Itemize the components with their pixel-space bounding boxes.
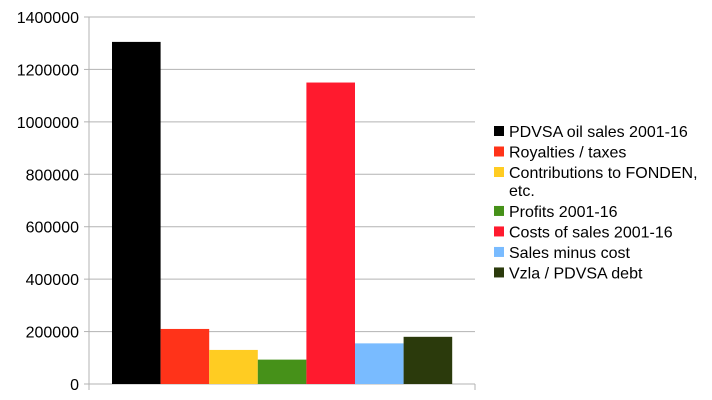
legend: PDVSA oil sales 2001-16 Royalties / taxes…: [494, 124, 698, 282]
legend-label-1: Royalties / taxes: [509, 145, 626, 162]
bar-2: [209, 349, 258, 384]
legend-label-2: etc.: [509, 183, 535, 200]
legend-swatch-6: [494, 267, 504, 278]
y-tick-label: 1200000: [17, 62, 79, 79]
legend-swatch-5: [494, 246, 504, 257]
bar-0: [112, 41, 161, 385]
bars: [112, 41, 453, 385]
y-tick-label: 0: [70, 377, 79, 394]
axes: 0 200000 400000 600000 800000 1000000 1200000 1…: [17, 10, 476, 394]
y-tick-label: 1400000: [17, 10, 79, 27]
legend-label-4: Costs of sales 2001-16: [509, 224, 673, 241]
bar-3: [257, 359, 307, 384]
y-tick-label: 600000: [26, 220, 79, 237]
legend-swatch-2: [494, 167, 504, 177]
y-tick-label: 200000: [26, 325, 79, 342]
legend-swatch-0: [494, 126, 504, 136]
legend-swatch-3: [494, 205, 504, 216]
legend-label-3: Profits 2001-16: [509, 204, 618, 221]
bar-5: [355, 343, 404, 384]
legend-label-6: Vzla / PDVSA debt: [509, 265, 643, 282]
legend-label-5: Sales minus cost: [509, 245, 630, 262]
legend-swatch-4: [494, 226, 504, 237]
bar-1: [160, 328, 210, 384]
legend-swatch-1: [494, 146, 504, 157]
legend-label-2: Contributions to FONDEN,: [509, 165, 698, 182]
y-tick-label: 400000: [26, 272, 79, 289]
bar-4: [306, 82, 355, 385]
legend-label-0: PDVSA oil sales 2001-16: [509, 124, 688, 141]
bar-6: [403, 336, 453, 384]
y-tick-label: 800000: [26, 167, 79, 184]
y-tick-label: 1000000: [17, 115, 79, 132]
